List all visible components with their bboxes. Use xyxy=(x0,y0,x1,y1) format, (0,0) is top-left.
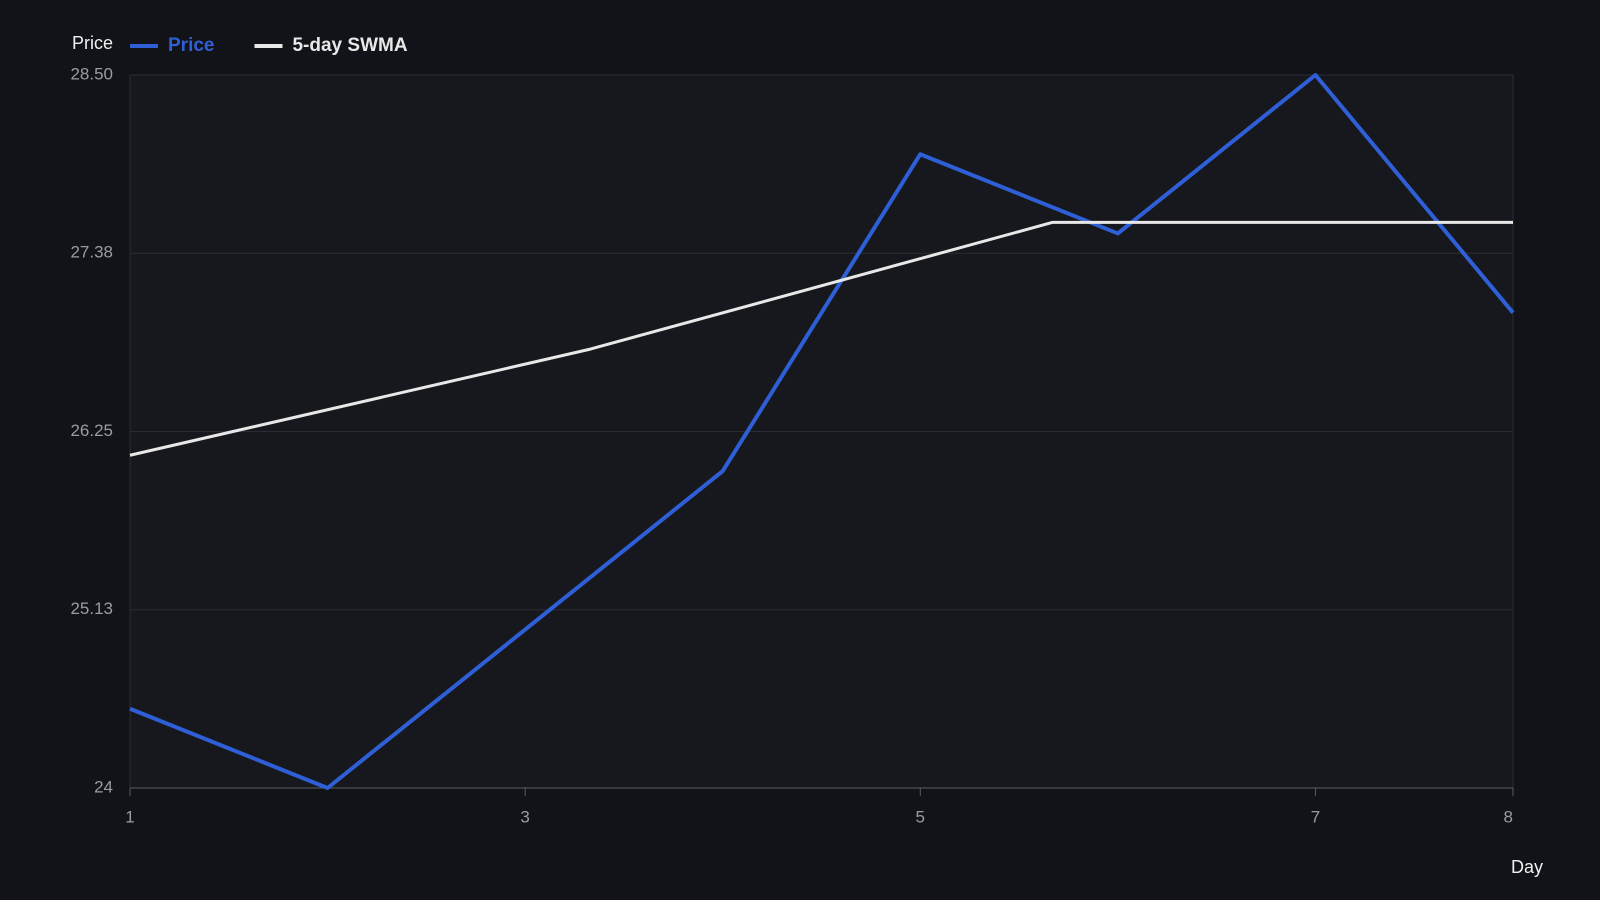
series-line xyxy=(129,73,1515,790)
x-axis-label: Day xyxy=(1511,857,1543,877)
x-tick-label: 7 xyxy=(1311,807,1320,826)
y-axis-label: Price xyxy=(72,33,113,53)
x-tick-label: 3 xyxy=(520,807,529,826)
y-tick-label: 27.38 xyxy=(70,243,113,262)
x-tick-label: 1 xyxy=(125,807,134,826)
y-tick-label: 24 xyxy=(94,777,113,796)
legend-label: 5-day SWMA xyxy=(292,35,407,56)
y-tick-label: 26.25 xyxy=(70,421,113,440)
y-tick-label: 25.13 xyxy=(70,599,113,618)
legend-label: Price xyxy=(168,35,214,56)
legend: Price 5-day SWMA xyxy=(130,35,408,56)
x-tick-label: 5 xyxy=(916,807,925,826)
y-tick-label: 28.50 xyxy=(70,64,113,83)
series-line xyxy=(129,220,1513,457)
x-tick-label: 8 xyxy=(1504,807,1513,826)
